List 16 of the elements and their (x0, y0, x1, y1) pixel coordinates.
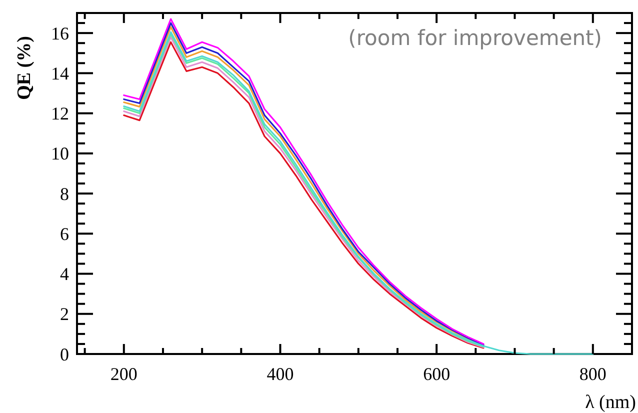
x-tick-label: 200 (110, 364, 138, 384)
y-tick-label: 14 (51, 63, 69, 84)
x-tick-label: 800 (579, 364, 606, 384)
y-tick-label: 10 (51, 144, 69, 164)
y-tick-label: 4 (60, 264, 69, 284)
y-tick-label: 2 (60, 304, 69, 324)
y-tick-label: 8 (60, 184, 69, 204)
x-tick-label: 400 (266, 364, 294, 384)
annotation: (room for improvement) (348, 26, 602, 50)
x-tick-label: 600 (423, 364, 450, 384)
y-axis-title: QE (%) (14, 36, 35, 100)
y-tick-label: 12 (51, 104, 69, 124)
y-tick-label: 6 (60, 224, 69, 244)
x-axis-title: λ (nm) (585, 392, 636, 413)
y-tick-label: 0 (60, 344, 69, 364)
y-tick-label: 16 (51, 23, 69, 44)
